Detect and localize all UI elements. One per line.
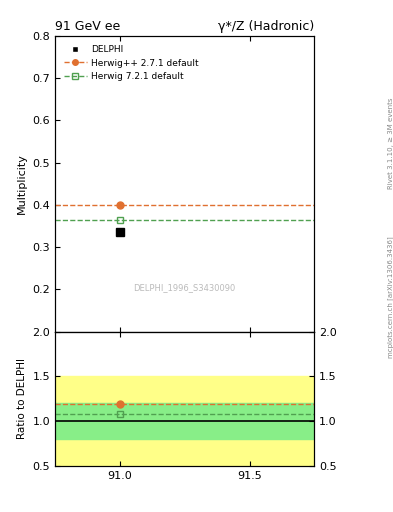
- Y-axis label: Ratio to DELPHI: Ratio to DELPHI: [17, 358, 27, 439]
- Bar: [55, 376, 314, 466]
- Legend: DELPHI, Herwig++ 2.7.1 default, Herwig 7.2.1 default: DELPHI, Herwig++ 2.7.1 default, Herwig 7…: [62, 44, 200, 83]
- Text: 91 GeV ee: 91 GeV ee: [55, 20, 120, 33]
- Y-axis label: Multiplicity: Multiplicity: [17, 153, 27, 214]
- Bar: [55, 403, 314, 439]
- Text: DELPHI_1996_S3430090: DELPHI_1996_S3430090: [134, 283, 236, 292]
- Text: mcplots.cern.ch [arXiv:1306.3436]: mcplots.cern.ch [arXiv:1306.3436]: [387, 236, 393, 358]
- Text: Rivet 3.1.10, ≥ 3M events: Rivet 3.1.10, ≥ 3M events: [388, 98, 393, 189]
- Text: γ*/Z (Hadronic): γ*/Z (Hadronic): [218, 20, 314, 33]
